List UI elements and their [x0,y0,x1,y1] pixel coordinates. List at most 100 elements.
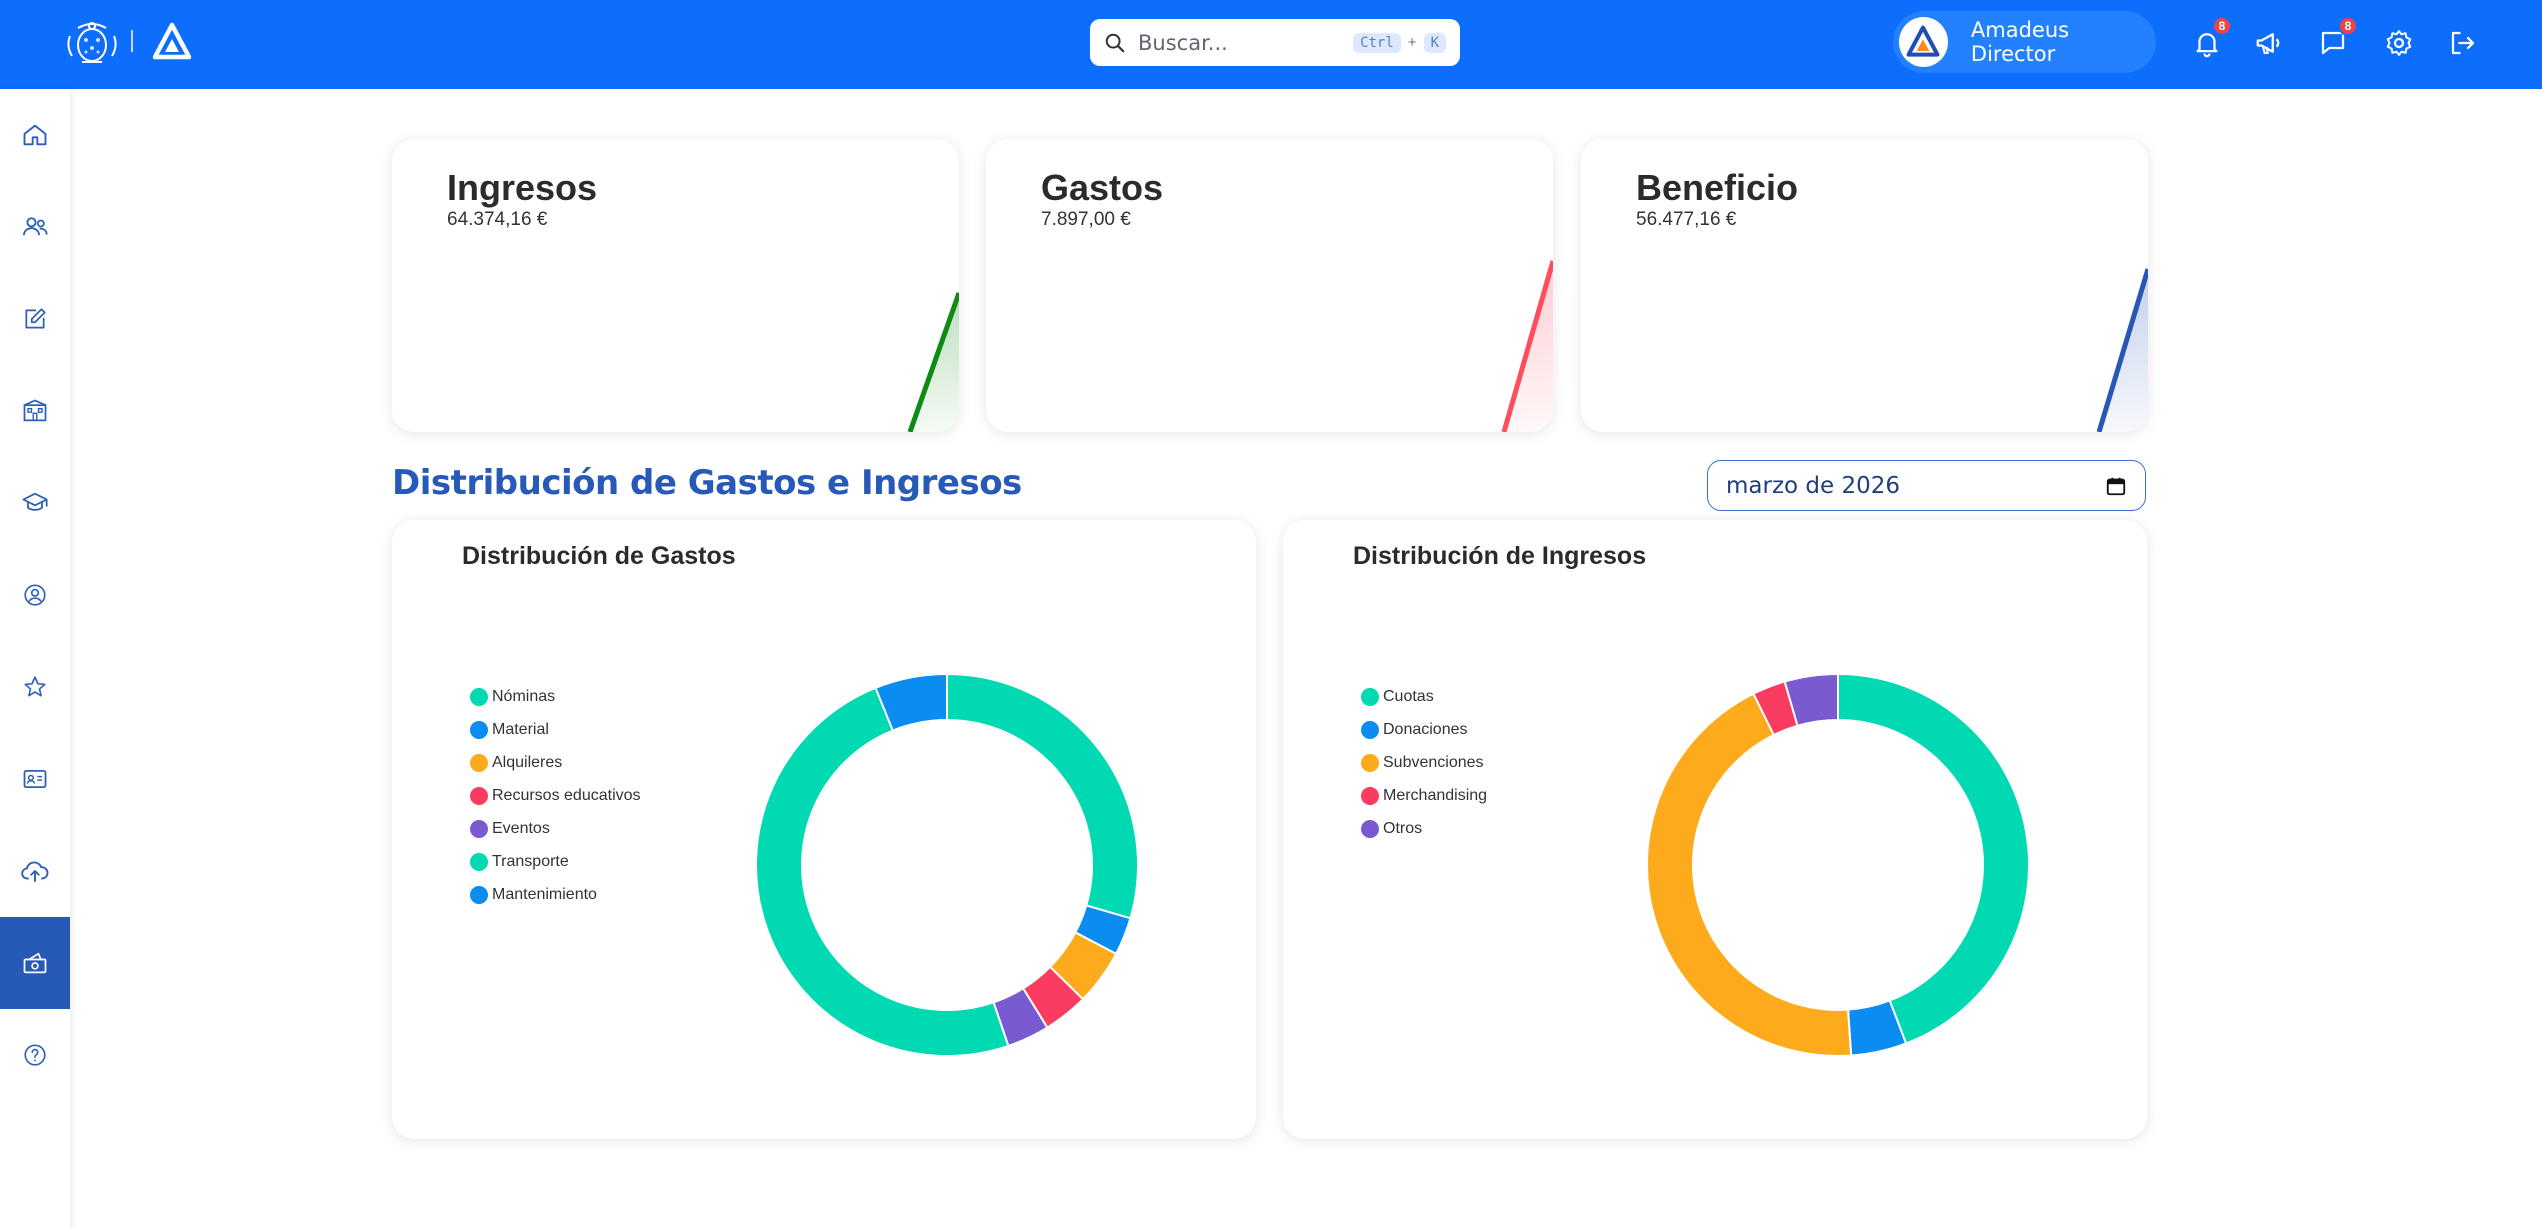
income-card: Ingresos 64.374,16 € [392,139,959,432]
expenses-value: 7.897,00 € [1041,209,1131,230]
settings-button[interactable] [2380,24,2418,62]
legend-swatch [1361,687,1379,706]
profit-card: Beneficio 56.477,16 € [1581,139,2148,432]
profit-sparkline [2096,268,2148,432]
sidebar-item-upload[interactable] [0,825,70,917]
user-name: Amadeus Director [1970,18,2070,66]
user-menu[interactable]: Amadeus Director [1893,11,2156,73]
school-icon [23,399,47,422]
donut-slice-transporte[interactable] [754,686,1010,1057]
shortcut-key-k: K [1423,32,1446,53]
messages-badge: 8 [2338,16,2358,36]
legend-item[interactable]: Eventos [470,812,641,845]
income-sparkline [907,292,959,432]
legend-swatch [470,885,488,904]
donut-slice-subvenciones[interactable] [1646,692,1853,1057]
legend-item[interactable]: Nóminas [470,680,641,713]
legend-label: Subvenciones [1383,753,1484,771]
legend-label: Alquileres [492,753,563,771]
sidebar-item-edit[interactable] [0,273,70,365]
crest-logo-icon[interactable] [64,18,120,68]
sidebar-item-favorites[interactable] [0,641,70,733]
legend-item[interactable]: Alquileres [470,746,641,779]
legend-label: Merchandising [1383,786,1488,804]
legend-label: Eventos [492,819,550,837]
income-donut-chart [1646,672,2030,1057]
sidebar-item-home[interactable] [0,89,70,181]
graduation-cap-icon [22,492,48,511]
donut-slice-mantenimiento[interactable] [874,672,948,732]
avatar [1899,17,1948,67]
cloud-upload-icon [21,861,49,882]
legend-item[interactable]: Donaciones [1361,713,1487,746]
sidebar [0,89,70,1230]
search-placeholder: Buscar... [1138,30,1228,55]
legend-swatch [470,687,488,706]
edit-icon [25,308,46,329]
legend-item[interactable]: Transporte [470,845,641,878]
chart-title: Distribución de Gastos [462,542,736,570]
income-value: 64.374,16 € [447,209,548,230]
sidebar-item-school[interactable] [0,365,70,457]
legend-item[interactable]: Material [470,713,641,746]
user-avatar-logo-icon [1907,25,1940,57]
legend-item[interactable]: Cuotas [1361,680,1487,713]
logout-button[interactable] [2444,24,2482,62]
top-bar: Buscar... Ctrl + K Amadeus Director 8 [0,0,2542,89]
sidebar-item-profile[interactable] [0,549,70,641]
donut-slice-nóminas[interactable] [946,672,1139,920]
section-title: Distribución de Gastos e Ingresos [392,463,1022,503]
chat-icon [2321,31,2345,55]
notifications-button[interactable]: 8 [2188,16,2232,62]
notifications-badge: 8 [2212,16,2232,36]
legend-swatch [1361,786,1379,805]
month-picker[interactable]: marzo de 2026 [1707,460,2146,511]
chart-title: Distribución de Ingresos [1353,542,1647,570]
legend-label: Transporte [492,852,569,870]
legend-item[interactable]: Merchandising [1361,779,1487,812]
expenses-title: Gastos [1041,167,1164,208]
legend-label: Nóminas [492,687,556,705]
messages-button[interactable]: 8 [2314,16,2358,62]
sidebar-item-help[interactable] [0,1009,70,1101]
legend-item[interactable]: Subvenciones [1361,746,1487,779]
shortcut-key-ctrl: Ctrl [1353,32,1401,53]
logo-divider [131,30,133,52]
money-icon [23,952,47,974]
announcements-button[interactable] [2250,24,2288,62]
legend-label: Recursos educativos [492,786,641,804]
logout-icon [2451,31,2475,55]
user-circle-icon [24,584,46,606]
income-title: Ingresos [447,167,598,208]
legend-item[interactable]: Otros [1361,812,1487,845]
legend-swatch [1361,819,1379,838]
sidebar-item-id-card[interactable] [0,733,70,825]
legend-item[interactable]: Mantenimiento [470,878,641,911]
legend-label: Material [492,720,549,738]
app-logo-icon[interactable] [152,22,192,62]
income-distribution-card: Distribución de Ingresos Cuotas Donacione… [1283,520,2147,1139]
calendar-icon[interactable] [2105,475,2127,497]
megaphone-icon [2256,33,2280,54]
donut-slice-cuotas[interactable] [1837,672,2030,1045]
legend-swatch [470,852,488,871]
legend-swatch [470,720,488,739]
sidebar-item-courses[interactable] [0,457,70,549]
legend-label: Otros [1383,819,1423,837]
legend-label: Mantenimiento [492,885,597,903]
sidebar-item-users[interactable] [0,181,70,273]
expense-distribution-card: Distribución de Gastos Nóminas Material Al… [392,520,1256,1139]
legend-item[interactable]: Recursos educativos [470,779,641,812]
chart-legend: Cuotas Donaciones Subvenciones Merchandisin… [1361,680,1487,845]
legend-swatch [1361,753,1379,772]
users-icon [22,217,48,236]
expense-donut-chart [754,672,1139,1057]
gear-icon [2386,30,2412,56]
legend-swatch [470,753,488,772]
donut-slice-otros[interactable] [1783,672,1839,727]
sidebar-item-finances[interactable] [0,917,70,1009]
id-card-icon [23,769,47,789]
profit-title: Beneficio [1636,167,1799,208]
search-bar[interactable]: Buscar... Ctrl + K [1090,19,1460,66]
home-icon [23,124,47,146]
